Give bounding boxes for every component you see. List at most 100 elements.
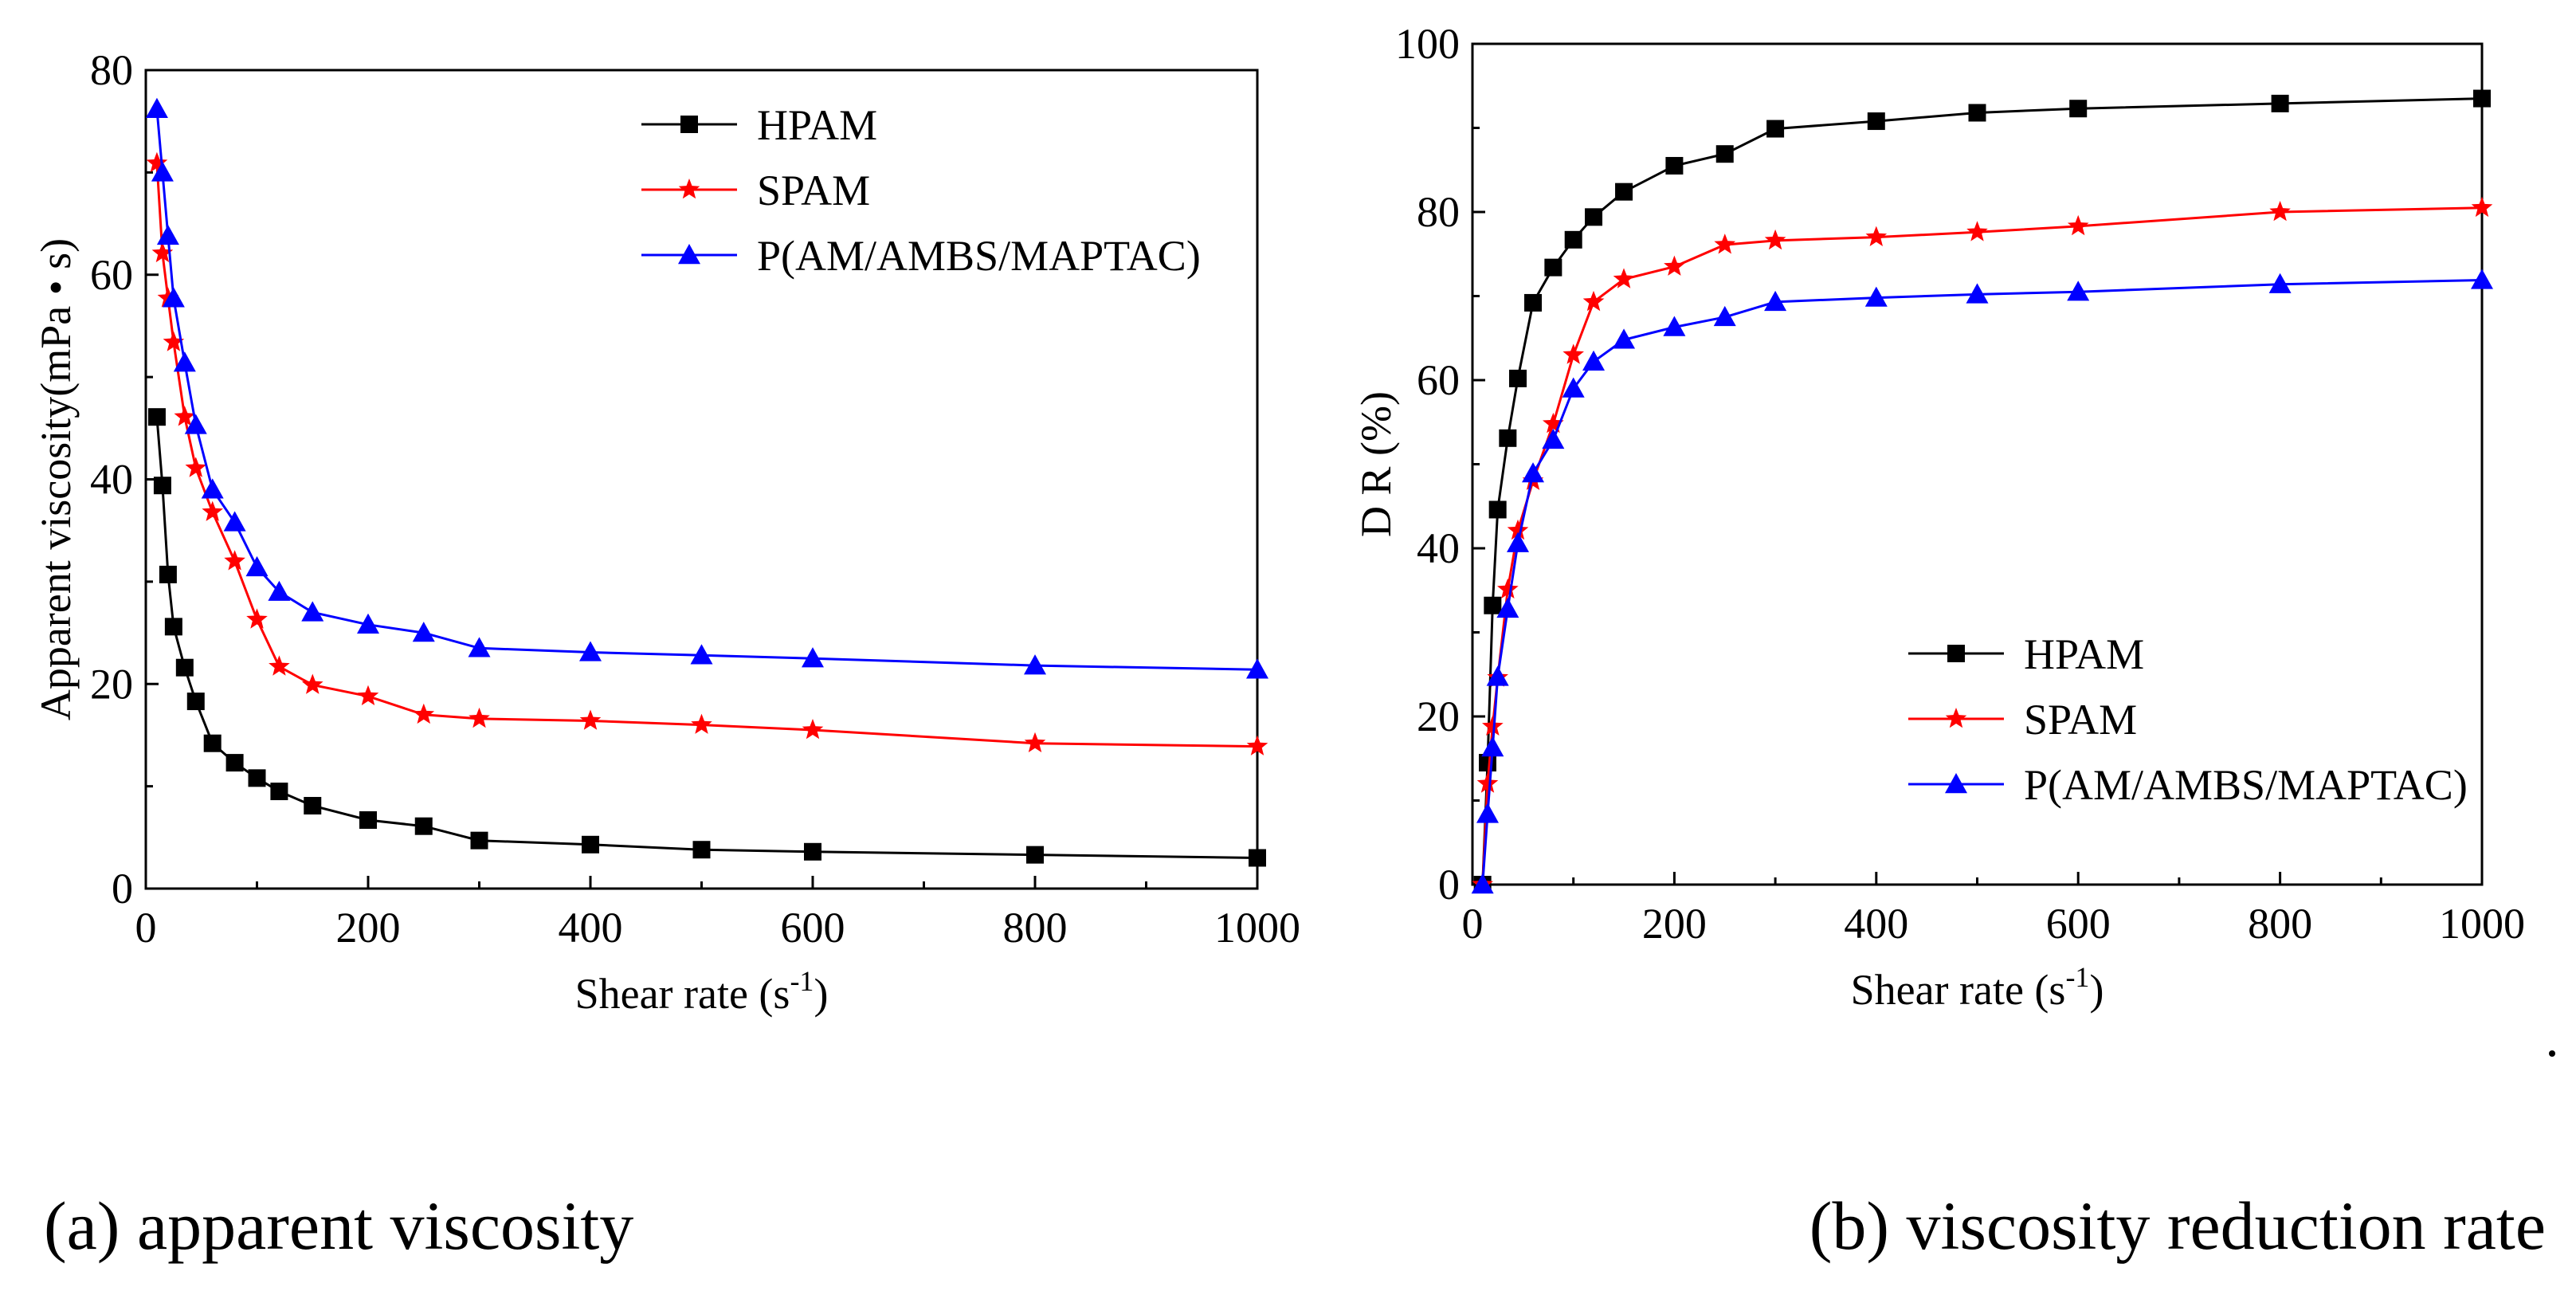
- data-point: [470, 831, 488, 850]
- data-point: [1481, 736, 1504, 757]
- data-point: [1766, 120, 1785, 138]
- series-line: [155, 108, 1258, 671]
- data-point: [2268, 273, 2292, 293]
- data-point: [2269, 201, 2291, 222]
- x-tick-label: 1000: [1214, 904, 1300, 952]
- y-axis-label: Apparent viscosity(mPa • s): [32, 238, 80, 720]
- legend-marker: [680, 116, 698, 133]
- data-point: [1714, 234, 1736, 254]
- x-tick-label: 600: [2046, 900, 2111, 948]
- data-point: [269, 655, 290, 676]
- data-point: [201, 478, 224, 499]
- data-point: [1024, 732, 1046, 752]
- data-point: [1663, 316, 1686, 336]
- data-point: [2271, 94, 2289, 112]
- data-point: [1486, 665, 1509, 686]
- data-point: [1764, 290, 1787, 312]
- data-point: [1582, 290, 1605, 312]
- data-point: [2471, 269, 2493, 289]
- data-point: [1524, 293, 1543, 312]
- x-tick-label: 800: [2248, 900, 2312, 948]
- data-point: [1507, 532, 1530, 552]
- data-point: [579, 709, 602, 730]
- x-tick-label: 0: [1462, 900, 1484, 948]
- data-point: [153, 477, 171, 495]
- data-point: [1496, 597, 1519, 618]
- data-point: [1613, 328, 1636, 349]
- data-point: [248, 769, 266, 787]
- x-axis-label: Shear rate (s-1): [1851, 961, 2104, 1014]
- caption-a: (a) apparent viscosity: [44, 1187, 634, 1264]
- data-point: [1613, 268, 1635, 288]
- x-tick-label: 400: [1844, 900, 1908, 948]
- x-tick-label: 600: [781, 904, 845, 952]
- data-point: [1562, 377, 1585, 398]
- data-point: [1246, 658, 1268, 679]
- data-point: [146, 151, 168, 173]
- x-tick-label: 400: [559, 904, 623, 952]
- data-point: [1544, 258, 1562, 277]
- legend-label: HPAM: [2024, 630, 2144, 678]
- data-point: [802, 647, 824, 668]
- data-point: [1864, 286, 1888, 307]
- series-p-am-ambs-maptac: [1471, 269, 2493, 894]
- data-point: [1507, 519, 1529, 540]
- data-point: [1479, 754, 1497, 772]
- chart-a: 0 200 400 600 800 1000 0 20 40 60 80 Shear rate (s-…: [32, 46, 1300, 1018]
- data-point: [304, 797, 322, 815]
- y-tick-label: 0: [1438, 861, 1460, 909]
- data-point: [1488, 500, 1507, 519]
- data-point: [1497, 578, 1519, 598]
- data-point: [413, 703, 435, 724]
- data-point: [412, 622, 435, 642]
- data-point: [692, 841, 711, 859]
- data-point: [1509, 369, 1527, 387]
- data-point: [1713, 305, 1736, 327]
- data-point: [164, 618, 182, 636]
- x-tick-label: 200: [1642, 900, 1707, 948]
- data-point: [1543, 412, 1564, 434]
- data-point: [691, 713, 712, 734]
- data-point: [1966, 283, 1989, 304]
- data-point: [1665, 156, 1684, 175]
- data-point: [1865, 226, 1888, 246]
- data-point: [1582, 350, 1606, 371]
- data-point: [1764, 229, 1786, 250]
- legend-label: P(AM/AMBS/MAPTAC): [757, 232, 1201, 280]
- data-point: [268, 580, 291, 601]
- data-point: [151, 241, 174, 263]
- data-point: [1249, 849, 1266, 867]
- data-point: [175, 658, 194, 677]
- y-tick-label: 20: [1417, 693, 1460, 740]
- data-point: [1484, 596, 1502, 614]
- data-point: [2067, 281, 2090, 301]
- legend-a: HPAM SPAM P(AM/AMBS/MAPTAC): [641, 101, 1201, 280]
- y-tick-label: 0: [112, 865, 133, 912]
- series-p-am-ambs-maptac: [145, 97, 1268, 679]
- data-point: [469, 707, 490, 728]
- y-tick-label: 40: [90, 456, 133, 504]
- data-point: [582, 835, 599, 854]
- data-point: [2473, 89, 2491, 108]
- data-point: [359, 810, 377, 829]
- data-point: [145, 97, 168, 118]
- legend-label: P(AM/AMBS/MAPTAC): [2024, 761, 2468, 809]
- y-tick-label: 60: [90, 251, 133, 299]
- data-point: [186, 693, 205, 711]
- x-axis-label: Shear rate (s-1): [575, 965, 829, 1018]
- data-point: [1968, 104, 1986, 122]
- stray-dot: [2549, 1050, 2555, 1057]
- data-point: [1966, 221, 1988, 241]
- data-point: [147, 408, 166, 426]
- series-hpam: [147, 408, 1266, 867]
- legend-marker: [678, 244, 700, 265]
- data-point: [414, 817, 433, 835]
- data-point: [1562, 343, 1584, 364]
- x-tick-label: 0: [135, 904, 157, 952]
- chart-b: 0 200 400 600 800 1000 0 20 40 60 80 100 Shear rate …: [1352, 20, 2525, 1014]
- data-point: [1476, 772, 1499, 793]
- data-point: [2069, 100, 2088, 118]
- data-point: [468, 637, 491, 657]
- data-point: [1715, 145, 1734, 163]
